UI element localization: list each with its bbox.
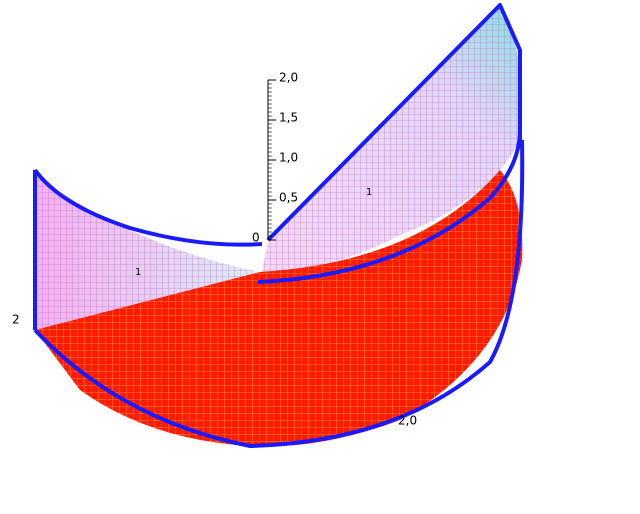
z-tick-label: 0,5 — [279, 191, 298, 205]
z-tick-label: 0 — [252, 231, 260, 245]
y-tick-label: 1 — [366, 187, 372, 198]
x-tick-label: 2 — [12, 313, 20, 327]
z-tick-label: 1,5 — [279, 111, 298, 125]
z-tick-label: 1,0 — [279, 151, 298, 165]
surface — [33, 3, 525, 448]
z-tick-label: 2,0 — [279, 71, 298, 85]
x-tick-label: 1 — [135, 267, 141, 278]
y-tick-label: 2,0 — [398, 414, 417, 428]
